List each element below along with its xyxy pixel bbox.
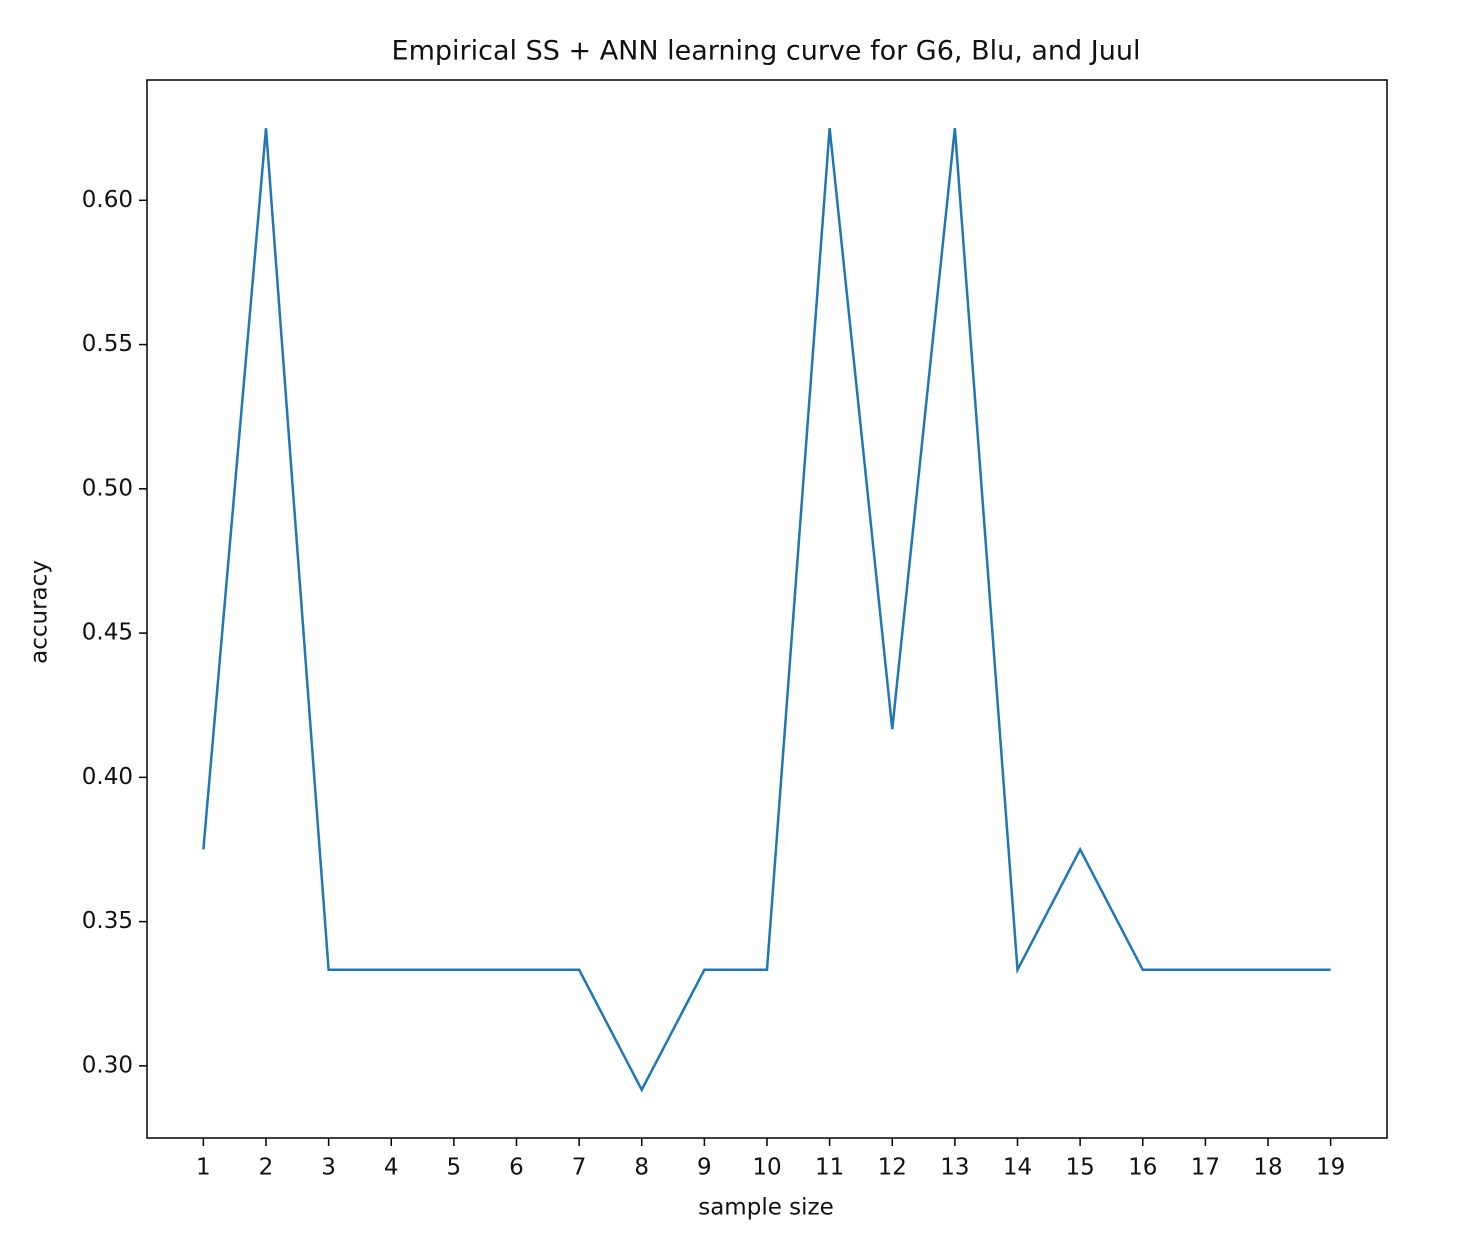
- y-axis-label: accuracy: [27, 560, 53, 664]
- plot-frame: [146, 79, 1388, 1139]
- x-tick-label: 1: [196, 1155, 211, 1181]
- x-axis-label: sample size: [698, 1195, 834, 1221]
- chart-title: Empirical SS + ANN learning curve for G6…: [392, 36, 1141, 67]
- x-tick-label: 12: [878, 1155, 907, 1181]
- x-tick-label: 14: [1003, 1155, 1032, 1181]
- x-tick-label: 2: [259, 1155, 274, 1181]
- y-tick-label: 0.60: [82, 187, 133, 213]
- x-tick-label: 15: [1065, 1155, 1094, 1181]
- y-tick-label: 0.45: [82, 620, 133, 646]
- data-line: [202, 128, 1331, 1093]
- x-tick-label: 4: [384, 1155, 399, 1181]
- x-tick-label: 9: [697, 1155, 712, 1181]
- y-tick-label: 0.35: [82, 908, 133, 934]
- x-tick-label: 7: [572, 1155, 587, 1181]
- x-tick-label: 11: [815, 1155, 844, 1181]
- y-tick-label: 0.55: [82, 331, 133, 357]
- y-tick-label: 0.30: [82, 1052, 133, 1078]
- x-tick-label: 3: [321, 1155, 336, 1181]
- x-tick-label: 17: [1191, 1155, 1220, 1181]
- x-tick-label: 10: [752, 1155, 781, 1181]
- x-tick-label: 19: [1316, 1155, 1345, 1181]
- x-tick-label: 8: [634, 1155, 649, 1181]
- x-tick-label: 16: [1128, 1155, 1157, 1181]
- x-tick-label: 18: [1253, 1155, 1282, 1181]
- y-tick-label: 0.50: [82, 475, 133, 501]
- x-tick-label: 13: [940, 1155, 969, 1181]
- x-tick-label: 6: [509, 1155, 524, 1181]
- x-tick-label: 5: [447, 1155, 462, 1181]
- y-tick-label: 0.40: [82, 764, 133, 790]
